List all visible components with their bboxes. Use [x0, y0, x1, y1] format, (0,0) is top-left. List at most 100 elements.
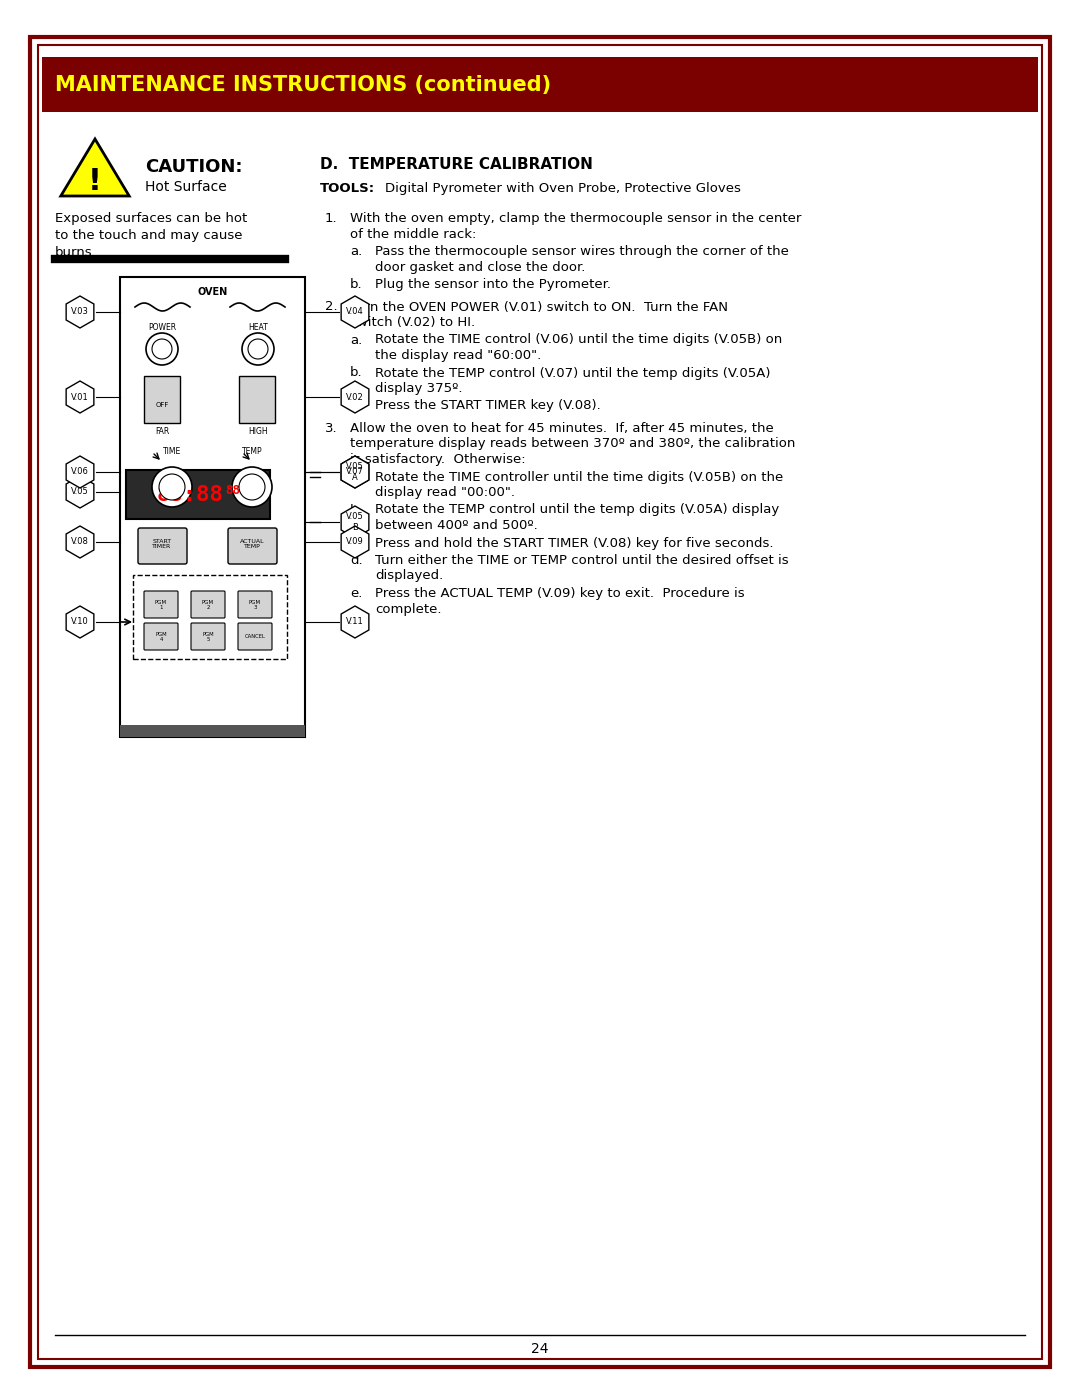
- Text: PGM
3: PGM 3: [248, 599, 261, 610]
- FancyBboxPatch shape: [191, 591, 225, 617]
- Polygon shape: [66, 476, 94, 509]
- Text: d.: d.: [350, 555, 363, 567]
- Text: Press and hold the START TIMER (V.08) key for five seconds.: Press and hold the START TIMER (V.08) ke…: [375, 536, 773, 549]
- Text: 3.: 3.: [325, 422, 338, 434]
- Text: V.03: V.03: [71, 307, 89, 317]
- FancyBboxPatch shape: [120, 725, 305, 738]
- Polygon shape: [341, 506, 369, 538]
- Text: Rotate the TIME control (V.06) until the time digits (V.05B) on: Rotate the TIME control (V.06) until the…: [375, 334, 782, 346]
- Polygon shape: [341, 296, 369, 328]
- Text: c.: c.: [350, 400, 362, 412]
- Text: ON: ON: [157, 380, 167, 388]
- Text: TEMP: TEMP: [242, 447, 262, 457]
- Polygon shape: [341, 455, 369, 488]
- Text: HEAT: HEAT: [248, 323, 268, 331]
- Text: of the middle rack:: of the middle rack:: [350, 228, 476, 240]
- FancyBboxPatch shape: [238, 623, 272, 650]
- Text: ACTUAL
TEMP: ACTUAL TEMP: [240, 539, 265, 549]
- Text: V.06: V.06: [71, 468, 89, 476]
- Text: Turn the OVEN POWER (V.01) switch to ON.  Turn the FAN: Turn the OVEN POWER (V.01) switch to ON.…: [350, 300, 728, 313]
- FancyBboxPatch shape: [228, 528, 276, 564]
- FancyBboxPatch shape: [30, 36, 1050, 1368]
- Text: TOOLS:: TOOLS:: [320, 182, 375, 196]
- Text: is satisfactory.  Otherwise:: is satisfactory. Otherwise:: [350, 453, 526, 467]
- Text: a.: a.: [350, 244, 362, 258]
- Text: door gasket and close the door.: door gasket and close the door.: [375, 260, 585, 274]
- Circle shape: [152, 467, 192, 507]
- Text: burns.: burns.: [55, 246, 97, 258]
- Polygon shape: [66, 381, 94, 414]
- Text: Digital Pyrometer with Oven Probe, Protective Gloves: Digital Pyrometer with Oven Probe, Prote…: [384, 182, 741, 196]
- Text: Allow the oven to heat for 45 minutes.  If, after 45 minutes, the: Allow the oven to heat for 45 minutes. I…: [350, 422, 773, 434]
- Text: b.: b.: [350, 503, 363, 517]
- Text: D.  TEMPERATURE CALIBRATION: D. TEMPERATURE CALIBRATION: [320, 156, 593, 172]
- Text: Turn either the TIME or TEMP control until the desired offset is: Turn either the TIME or TEMP control unt…: [375, 555, 788, 567]
- Text: V.11: V.11: [346, 617, 364, 626]
- FancyBboxPatch shape: [238, 591, 272, 617]
- Circle shape: [152, 339, 172, 359]
- Text: V.07: V.07: [346, 468, 364, 476]
- FancyBboxPatch shape: [144, 376, 180, 423]
- Text: display 375º.: display 375º.: [375, 381, 462, 395]
- Text: Pass the thermocouple sensor wires through the corner of the: Pass the thermocouple sensor wires throu…: [375, 244, 788, 258]
- Text: OVEN: OVEN: [198, 286, 228, 298]
- Text: V.05: V.05: [71, 488, 89, 496]
- Text: the display read "60:00".: the display read "60:00".: [375, 349, 541, 362]
- Text: complete.: complete.: [375, 602, 442, 616]
- Text: PGM
4: PGM 4: [156, 631, 166, 643]
- Text: b.: b.: [350, 366, 363, 380]
- Text: to the touch and may cause: to the touch and may cause: [55, 229, 243, 242]
- Text: OFF: OFF: [156, 402, 168, 408]
- Text: V.10: V.10: [71, 617, 89, 626]
- Polygon shape: [66, 606, 94, 638]
- FancyBboxPatch shape: [138, 528, 187, 564]
- Text: display read "00:00".: display read "00:00".: [375, 486, 515, 499]
- Text: V.08: V.08: [71, 538, 89, 546]
- Text: V.04: V.04: [346, 307, 364, 317]
- Polygon shape: [341, 455, 369, 488]
- Text: PGM
5: PGM 5: [202, 631, 214, 643]
- Text: LOW: LOW: [249, 380, 267, 388]
- Text: temperature display reads between 370º and 380º, the calibration: temperature display reads between 370º a…: [350, 437, 795, 450]
- Circle shape: [248, 339, 268, 359]
- Text: a.: a.: [350, 471, 362, 483]
- Text: V.01: V.01: [71, 393, 89, 401]
- Text: e.: e.: [350, 587, 363, 599]
- Text: !: !: [89, 168, 102, 197]
- Text: HIGH: HIGH: [248, 427, 268, 436]
- FancyBboxPatch shape: [126, 469, 270, 520]
- Text: START
TIMER: START TIMER: [152, 539, 172, 549]
- Text: c.: c.: [350, 536, 362, 549]
- Text: Rotate the TEMP control (V.07) until the temp digits (V.05A): Rotate the TEMP control (V.07) until the…: [375, 366, 770, 380]
- Text: CAUTION:: CAUTION:: [145, 158, 243, 176]
- Text: POWER: POWER: [148, 323, 176, 331]
- Text: V.02: V.02: [346, 393, 364, 401]
- Text: Rotate the TIME controller until the time digits (V.05B) on the: Rotate the TIME controller until the tim…: [375, 471, 783, 483]
- Polygon shape: [66, 296, 94, 328]
- Text: 888: 888: [225, 485, 247, 497]
- Text: 1.: 1.: [325, 212, 338, 225]
- Text: TIME: TIME: [163, 447, 181, 457]
- FancyBboxPatch shape: [191, 623, 225, 650]
- Text: Hot Surface: Hot Surface: [145, 180, 227, 194]
- Circle shape: [146, 332, 178, 365]
- FancyBboxPatch shape: [239, 376, 275, 423]
- Polygon shape: [341, 527, 369, 557]
- FancyBboxPatch shape: [42, 57, 1038, 112]
- Text: between 400º and 500º.: between 400º and 500º.: [375, 520, 538, 532]
- Text: switch (V.02) to HI.: switch (V.02) to HI.: [350, 316, 475, 330]
- Text: Press the START TIMER key (V.08).: Press the START TIMER key (V.08).: [375, 400, 600, 412]
- Text: Press the ACTUAL TEMP (V.09) key to exit.  Procedure is: Press the ACTUAL TEMP (V.09) key to exit…: [375, 587, 744, 599]
- Text: PGM
1: PGM 1: [154, 599, 167, 610]
- Circle shape: [159, 474, 185, 500]
- Polygon shape: [341, 381, 369, 414]
- Text: CANCEL: CANCEL: [244, 634, 266, 640]
- Text: FAR: FAR: [154, 427, 170, 436]
- Circle shape: [232, 467, 272, 507]
- Text: 88:88: 88:88: [157, 485, 224, 504]
- Text: V.09: V.09: [346, 538, 364, 546]
- FancyBboxPatch shape: [133, 576, 287, 659]
- Text: b.: b.: [350, 278, 363, 291]
- Polygon shape: [66, 527, 94, 557]
- Text: Plug the sensor into the Pyrometer.: Plug the sensor into the Pyrometer.: [375, 278, 611, 291]
